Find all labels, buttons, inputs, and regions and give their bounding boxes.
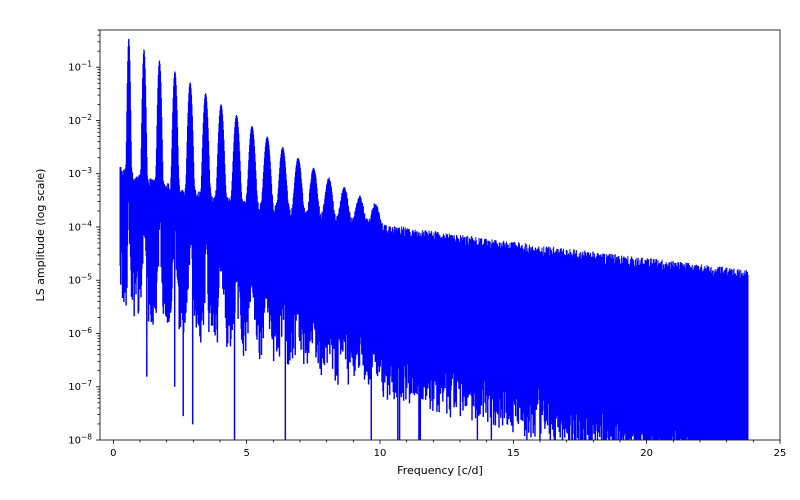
y-tick-label: 10−6 xyxy=(68,325,92,340)
chart-svg: 0510152025Frequency [c/d]10−810−710−610−… xyxy=(0,0,800,500)
periodogram-chart: 0510152025Frequency [c/d]10−810−710−610−… xyxy=(0,0,800,500)
x-tick-label: 20 xyxy=(640,448,653,459)
x-tick-label: 10 xyxy=(374,448,387,459)
x-tick-label: 5 xyxy=(243,448,249,459)
x-axis-ticks: 0 5 10 15 20 25 xyxy=(110,440,786,459)
y-tick-label: 10−8 xyxy=(68,432,92,447)
y-axis-ticks: 10−8 10−7 10−6 10−5 10−4 10−3 10−2 10−1 xyxy=(68,59,100,446)
y-tick-label: 10−1 xyxy=(68,59,92,74)
x-axis-label: Frequency [c/d] xyxy=(397,464,483,477)
y-tick-label: 10−2 xyxy=(68,112,92,127)
y-tick-label: 10−5 xyxy=(68,272,92,287)
y-tick-label: 10−7 xyxy=(68,379,92,394)
x-tick-label: 15 xyxy=(507,448,520,459)
y-tick-label: 10−4 xyxy=(68,219,92,234)
y-tick-label: 10−3 xyxy=(68,166,92,181)
y-axis-label: LS amplitude (log scale) xyxy=(34,169,47,302)
x-tick-label: 0 xyxy=(110,448,116,459)
periodogram-line xyxy=(120,39,748,440)
x-tick-label: 25 xyxy=(774,448,787,459)
